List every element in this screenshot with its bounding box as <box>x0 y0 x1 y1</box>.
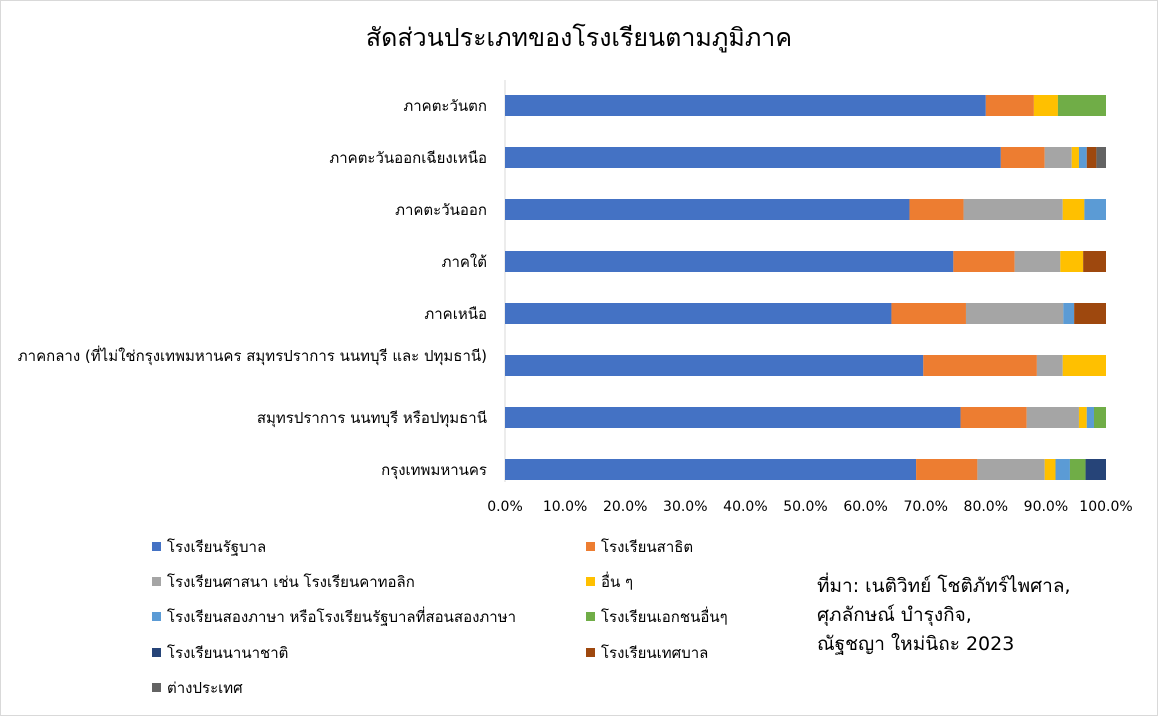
bar-segment <box>505 147 1001 168</box>
legend-item: โรงเรียนเทศบาล <box>586 644 708 662</box>
bar-segment <box>1063 303 1075 324</box>
legend-swatch <box>586 542 595 551</box>
x-tick-label: 60.0% <box>843 499 887 515</box>
source-note: ที่มา: เนติวิทย์ โชติภัทร์ไพศาล, ศุภลักษ… <box>817 572 1071 659</box>
legend-swatch <box>152 542 161 551</box>
bar-segment <box>1084 199 1106 220</box>
legend-label: อื่น ๆ <box>601 573 634 591</box>
bar-segment <box>977 459 1045 480</box>
bar-segment <box>891 303 966 324</box>
bar-segment <box>963 199 1063 220</box>
legend-label: ต่างประเทศ <box>167 679 243 697</box>
bar-segment <box>1014 251 1061 272</box>
category-label: ภาคตะวันออก <box>395 200 487 219</box>
bar-segment <box>1086 407 1094 428</box>
bar-segment <box>1078 407 1087 428</box>
category-label: สมุทรปราการ นนทบุรี หรือปทุมธานี <box>256 408 487 427</box>
legend-label: โรงเรียนสองภาษา หรือโรงเรียนรัฐบาลที่สอน… <box>167 608 517 626</box>
x-tick-label: 90.0% <box>1024 499 1068 515</box>
bar-segment <box>916 459 978 480</box>
bar-segment <box>1057 95 1106 116</box>
legend-item: โรงเรียนนานาชาติ <box>152 644 288 662</box>
bar-segment <box>1085 459 1106 480</box>
legend-item: อื่น ๆ <box>586 573 633 591</box>
bar-segment <box>1069 459 1086 480</box>
bar-segment <box>909 199 964 220</box>
bar-segment <box>1083 251 1106 272</box>
bar-segment <box>1033 95 1058 116</box>
source-line: ณัฐชญา ใหม่นิถะ 2023 <box>817 633 1015 655</box>
bar-segment <box>1026 407 1079 428</box>
x-tick-label: 50.0% <box>783 499 827 515</box>
x-tick-label: 20.0% <box>603 499 647 515</box>
legend-item: ต่างประเทศ <box>152 679 243 697</box>
bar-segment <box>1036 355 1063 376</box>
legend-swatch <box>152 683 161 692</box>
legend-swatch <box>152 648 161 657</box>
bar-segment <box>1093 407 1106 428</box>
bar-segment <box>505 407 961 428</box>
bar-segment <box>505 251 954 272</box>
legend-label: โรงเรียนเทศบาล <box>601 644 709 662</box>
legend-item: โรงเรียนเอกชนอื่นๆ <box>586 608 728 626</box>
bar-segment <box>1071 147 1079 168</box>
legend-swatch <box>586 577 595 586</box>
bar-segment <box>1044 459 1056 480</box>
category-label: ภาคใต้ <box>441 252 487 271</box>
bar-segment <box>1055 459 1070 480</box>
legend-label: โรงเรียนเอกชนอื่นๆ <box>601 608 728 626</box>
legend-label: โรงเรียนศาสนา เช่น โรงเรียนคาทอลิก <box>167 573 415 591</box>
x-tick-label: 10.0% <box>543 499 587 515</box>
legend-label: โรงเรียนนานาชาติ <box>167 644 289 662</box>
bar-segment <box>1062 355 1106 376</box>
bar-segment <box>953 251 1015 272</box>
legend-item: โรงเรียนรัฐบาล <box>152 538 266 556</box>
legend-swatch <box>586 648 595 657</box>
category-label: กรุงเทพมหานคร <box>381 460 487 479</box>
source-line: ที่มา: เนติวิทย์ โชติภัทร์ไพศาล, <box>817 575 1071 597</box>
bar-segment <box>505 303 892 324</box>
bar-segment <box>985 95 1034 116</box>
bar-segment <box>1078 147 1087 168</box>
category-label: ภาคกลาง (ที่ไม่ใช่กรุงเทพมหานคร สมุทรปรา… <box>17 346 487 365</box>
source-line: ศุภลักษณ์ บำรุงกิจ, <box>817 604 972 626</box>
bar-segment <box>960 407 1027 428</box>
x-tick-label: 30.0% <box>663 499 707 515</box>
bar-segment <box>1074 303 1106 324</box>
legend-label: โรงเรียนสาธิต <box>601 538 694 556</box>
legend-item: โรงเรียนศาสนา เช่น โรงเรียนคาทอลิก <box>152 573 415 591</box>
category-label: ภาคตะวันออกเฉียงเหนือ <box>329 148 487 167</box>
legend-swatch <box>152 612 161 621</box>
x-tick-label: 40.0% <box>723 499 767 515</box>
bar-segment <box>1062 199 1085 220</box>
x-tick-label: 80.0% <box>964 499 1008 515</box>
category-label: ภาคตะวันตก <box>403 96 487 115</box>
legend-item: โรงเรียนสองภาษา หรือโรงเรียนรัฐบาลที่สอน… <box>152 608 516 626</box>
legend-label: โรงเรียนรัฐบาล <box>167 538 267 556</box>
bar-segment <box>965 303 1064 324</box>
chart-title: สัดส่วนประเภทของโรงเรียนตามภูมิภาค <box>365 23 793 52</box>
bar-segment <box>923 355 1037 376</box>
legend-swatch <box>586 612 595 621</box>
bar-segment <box>505 95 986 116</box>
bar-segment <box>505 199 910 220</box>
bar-segment <box>1060 251 1084 272</box>
bar-segment <box>505 355 924 376</box>
bar-segment <box>1000 147 1045 168</box>
bar-segment <box>505 459 917 480</box>
category-label: ภาคเหนือ <box>424 304 487 323</box>
legend-item: โรงเรียนสาธิต <box>586 538 693 556</box>
x-tick-label: 0.0% <box>487 499 523 515</box>
bar-segment <box>1086 147 1097 168</box>
bar-segment <box>1044 147 1072 168</box>
x-tick-label: 100.0% <box>1079 499 1132 515</box>
legend-swatch <box>152 577 161 586</box>
bar-segment <box>1096 147 1106 168</box>
x-tick-label: 70.0% <box>903 499 947 515</box>
